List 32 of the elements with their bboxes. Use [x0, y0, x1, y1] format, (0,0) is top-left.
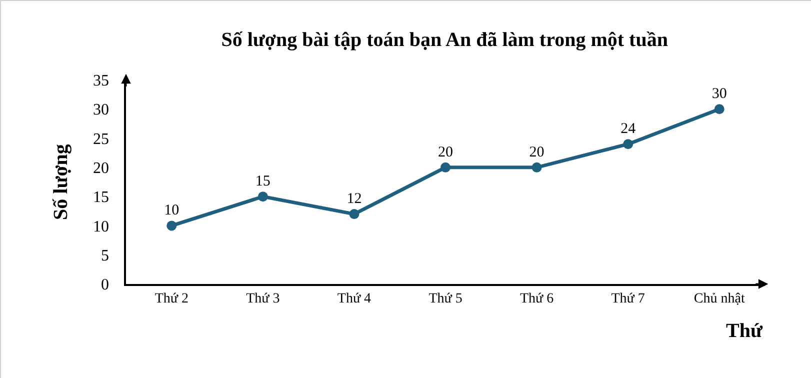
point	[166, 220, 177, 231]
data-label: 20	[529, 144, 544, 160]
y-tick-label: 35	[93, 72, 110, 90]
point	[623, 139, 634, 150]
chart-title: Số lượng bài tập toán bạn An đã làm trong một tuần	[221, 28, 668, 51]
point	[258, 192, 268, 202]
x-tick-label: Thứ 7	[611, 292, 645, 307]
y-tick-label: 15	[93, 189, 110, 206]
x-tick-label: Thứ 4	[337, 292, 372, 307]
y-tick-label: 10	[93, 218, 110, 236]
point	[532, 162, 542, 172]
y-tick-label: 5	[101, 247, 110, 264]
y-axis-title: Số lượng	[50, 144, 72, 220]
point	[349, 209, 360, 220]
data-label: 10	[164, 202, 180, 219]
data-label: 20	[438, 144, 453, 160]
x-tick-label: Thứ 2	[154, 292, 188, 307]
y-tick-label: 0	[101, 276, 110, 294]
x-tick-label: Chủ nhật	[694, 292, 745, 307]
data-label: 24	[620, 121, 636, 138]
y-tick-label: 25	[93, 130, 110, 148]
data-label: 15	[255, 174, 270, 190]
point	[440, 162, 450, 172]
data-label: 12	[346, 191, 362, 208]
x-tick-label: Thứ 5	[428, 292, 462, 307]
y-tick-label: 30	[93, 102, 110, 119]
point	[714, 104, 724, 114]
x-axis-title: Thứ	[726, 320, 764, 342]
x-tick-label: Thứ 6	[520, 292, 554, 307]
y-tick-label: 20	[93, 160, 110, 178]
data-label: 30	[712, 86, 727, 102]
x-tick-label: Thứ 3	[246, 292, 280, 307]
